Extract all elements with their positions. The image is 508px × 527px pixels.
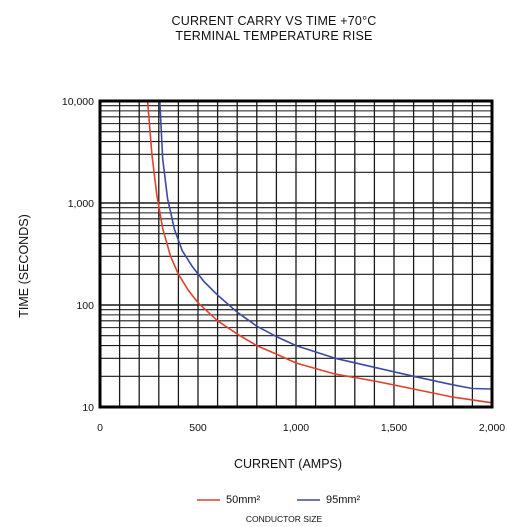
series-line-95mm [159,100,493,390]
chart-subtitle: TERMINAL TEMPERATURE RISE [175,29,373,43]
x-tick-label: 0 [97,422,103,434]
y-axis-label: TIME (SECONDS) [17,214,31,317]
plot-frame [98,99,494,409]
legend-label: 50mm² [226,494,261,506]
tick-labels: 0 500 1,000 1,500 2,000 10 100 1,000 10,000 [62,96,505,434]
y-tick-label: 10,000 [62,96,94,108]
y-tick-label: 100 [76,300,94,312]
x-tick-label: 1,500 [381,422,407,434]
y-tick-label: 10 [82,402,94,414]
legend-label: 95mm² [326,494,361,506]
legend: 50mm² 95mm² [197,494,361,506]
series-layer [146,100,493,404]
x-tick-label: 1,000 [283,422,309,434]
x-axis-label: CURRENT (AMPS) [234,457,342,471]
chart-title: CURRENT CARRY VS TIME +70°C [171,14,377,28]
grid-lines [100,101,492,407]
series-line-50mm [146,100,493,404]
x-tick-label: 2,000 [479,422,505,434]
legend-caption: CONDUCTOR SIZE [246,514,323,524]
x-tick-label: 500 [189,422,207,434]
y-tick-label: 1,000 [68,198,94,210]
